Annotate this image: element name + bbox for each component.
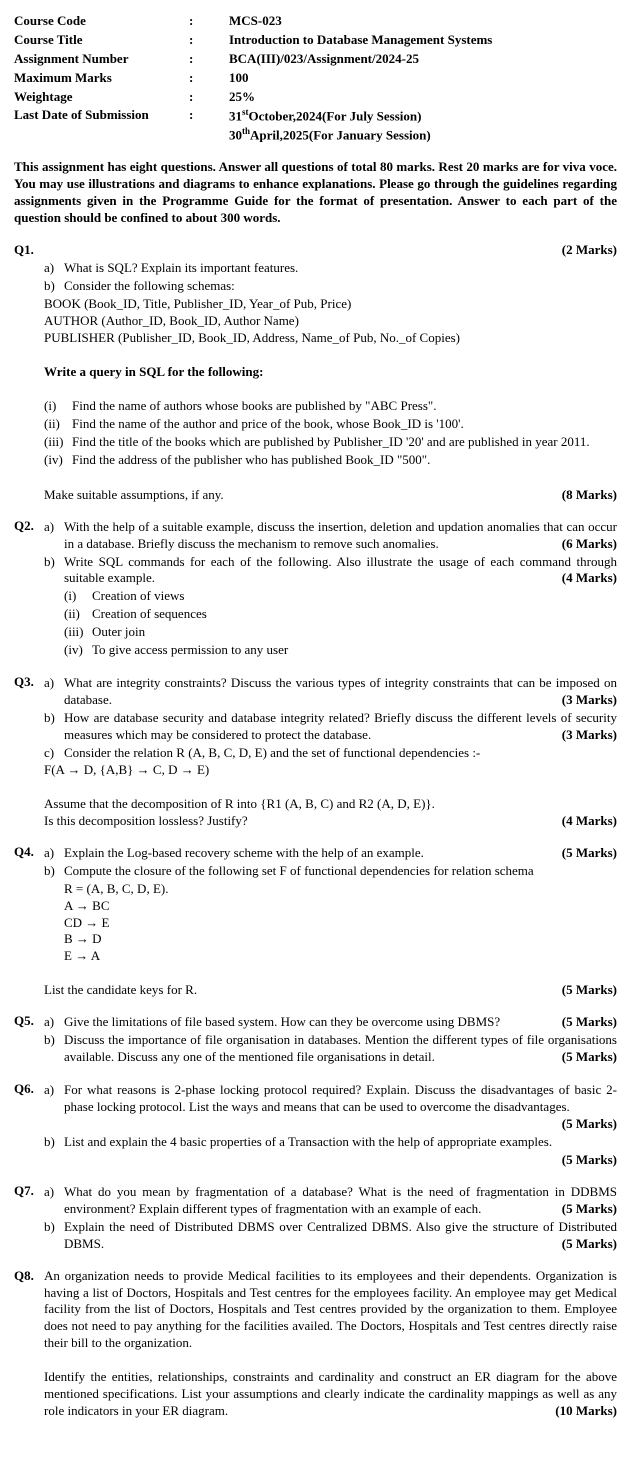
q5-a-marks: (5 Marks) (562, 1014, 617, 1031)
question-4: Q4. a)Explain the Log-based recovery sch… (14, 844, 617, 999)
q4-number: Q4. (14, 844, 44, 999)
q4-a: Explain the Log-based recovery scheme wi… (64, 845, 424, 862)
q6-a: For what reasons is 2-phase locking prot… (64, 1082, 617, 1116)
hdr-label: Course Code (14, 12, 189, 31)
q2-i: Creation of views (92, 588, 617, 605)
q2-ii: Creation of sequences (92, 606, 617, 623)
q3-a-marks: (3 Marks) (562, 692, 617, 709)
q2-b-marks: (4 Marks) (562, 570, 617, 587)
q3-c2: F(A → D, {A,B} → C, D → E) (44, 762, 617, 779)
question-8: Q8. An organization needs to provide Med… (14, 1268, 617, 1420)
header-meta-table: Course Code:MCS-023 Course Title:Introdu… (14, 12, 492, 145)
q3-b: How are database security and database i… (64, 710, 617, 742)
q6-b-marks: (5 Marks) (562, 1152, 617, 1167)
q7-a: What do you mean by fragmentation of a d… (64, 1184, 617, 1216)
q1-marks-top: (2 Marks) (562, 242, 617, 257)
instructions-text: This assignment has eight questions. Ans… (14, 159, 617, 227)
q8-p1: An organization needs to provide Medical… (44, 1268, 617, 1352)
q4-f3: B → D (64, 931, 617, 948)
q3-number: Q3. (14, 674, 44, 830)
q2-iv: To give access permission to any user (92, 642, 617, 659)
q5-b: Discuss the importance of file organisat… (64, 1032, 617, 1064)
q3-a: What are integrity constraints? Discuss … (64, 675, 617, 707)
q4-list: List the candidate keys for R. (44, 982, 197, 999)
q4-b-marks: (5 Marks) (562, 982, 617, 999)
q4-a-marks: (5 Marks) (562, 845, 617, 862)
question-5: Q5. a)Give the limitations of file based… (14, 1013, 617, 1067)
q7-b-marks: (5 Marks) (562, 1236, 617, 1253)
q8-p2: Identify the entities, relationships, co… (44, 1369, 617, 1418)
last-date-value: 31stOctober,2024(For July Session) 30thA… (229, 106, 492, 144)
question-1: Q1. (2 Marks) a)What is SQL? Explain its… (14, 242, 617, 503)
q7-a-marks: (5 Marks) (562, 1201, 617, 1218)
q2-b: Write SQL commands for each of the follo… (64, 554, 617, 586)
q4-b: Compute the closure of the following set… (64, 863, 617, 880)
q6-number: Q6. (14, 1081, 44, 1169)
q5-b-marks: (5 Marks) (562, 1049, 617, 1066)
q1-ii: Find the name of the author and price of… (72, 416, 617, 433)
q7-b: Explain the need of Distributed DBMS ove… (64, 1219, 617, 1251)
q2-number: Q2. (14, 518, 44, 660)
q2-a-marks: (6 Marks) (562, 536, 617, 553)
q4-f2: CD → E (64, 915, 617, 932)
q3-c4: Is this decomposition lossless? Justify? (44, 813, 248, 830)
q3-b-marks: (3 Marks) (562, 727, 617, 744)
q2-iii: Outer join (92, 624, 617, 641)
q1-marks2: (8 Marks) (562, 487, 617, 504)
q1-write: Write a query in SQL for the following: (44, 364, 617, 381)
q4-r: R = (A, B, C, D, E). (64, 881, 617, 898)
q3-c3: Assume that the decomposition of R into … (44, 796, 617, 813)
q1-schema2: AUTHOR (Author_ID, Book_ID, Author Name) (44, 313, 617, 330)
q8-number: Q8. (14, 1268, 44, 1420)
q1-number: Q1. (14, 242, 44, 503)
q7-number: Q7. (14, 1183, 44, 1254)
q1-a: What is SQL? Explain its important featu… (64, 260, 617, 277)
q2-a: With the help of a suitable example, dis… (64, 519, 617, 551)
q1-iv: Find the address of the publisher who ha… (72, 452, 617, 469)
q5-a: Give the limitations of file based syste… (64, 1014, 500, 1031)
q5-number: Q5. (14, 1013, 44, 1067)
question-6: Q6. a)For what reasons is 2-phase lockin… (14, 1081, 617, 1169)
q1-schema3: PUBLISHER (Publisher_ID, Book_ID, Addres… (44, 330, 617, 347)
q6-a-marks: (5 Marks) (562, 1116, 617, 1131)
hdr-value: MCS-023 (229, 12, 492, 31)
q8-marks: (10 Marks) (555, 1403, 617, 1420)
q4-f1: A → BC (64, 898, 617, 915)
question-2: Q2. a)With the help of a suitable exampl… (14, 518, 617, 660)
question-7: Q7. a)What do you mean by fragmentation … (14, 1183, 617, 1254)
q1-assume: Make suitable assumptions, if any. (44, 487, 224, 504)
question-3: Q3. a)What are integrity constraints? Di… (14, 674, 617, 830)
q6-b: List and explain the 4 basic properties … (64, 1134, 617, 1151)
q3-c-marks: (4 Marks) (562, 813, 617, 830)
q4-f4: E → A (64, 948, 617, 965)
q3-c1: Consider the relation R (A, B, C, D, E) … (64, 745, 617, 762)
q1-schema1: BOOK (Book_ID, Title, Publisher_ID, Year… (44, 296, 617, 313)
q1-iii: Find the title of the books which are pu… (72, 434, 617, 451)
q1-b: Consider the following schemas: (64, 278, 617, 295)
q1-i: Find the name of authors whose books are… (72, 398, 617, 415)
